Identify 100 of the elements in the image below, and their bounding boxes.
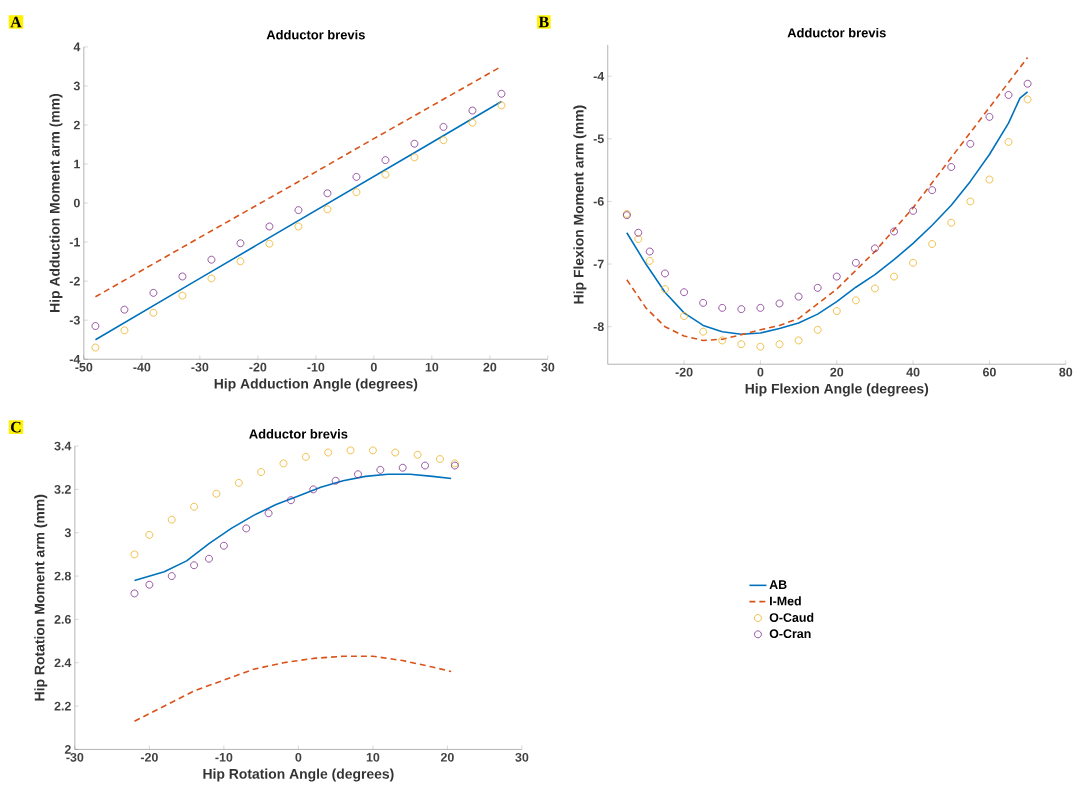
x-tick-label: 0: [295, 752, 302, 762]
x-tick-label: -10: [307, 362, 325, 372]
point: [832, 272, 841, 281]
y-tick-label: -8: [593, 322, 604, 331]
point: [851, 258, 860, 267]
x-tick-label: -20: [675, 367, 693, 377]
x-tick-label: 20: [483, 362, 497, 372]
point: [120, 305, 129, 314]
y-tick-label: -2: [69, 276, 80, 286]
x-axis-title: Hip Flexion Angle (degrees): [745, 383, 929, 397]
point: [661, 269, 669, 278]
point: [309, 485, 318, 494]
y-tick-label: 2.4: [54, 658, 72, 667]
point: [190, 561, 198, 569]
point: [947, 218, 956, 227]
point: [699, 298, 708, 307]
point: [178, 272, 187, 281]
point: [794, 292, 803, 301]
y-tick-label: 2.8: [54, 571, 71, 581]
point: [331, 476, 340, 485]
point: [718, 336, 727, 345]
x-tick-label: -50: [75, 362, 93, 372]
point: [234, 478, 243, 487]
point: [661, 285, 669, 293]
point: [207, 274, 216, 283]
point: [775, 299, 784, 308]
point: [985, 175, 994, 184]
y-tick-label: 3: [64, 528, 71, 537]
point: [391, 448, 400, 457]
point: [775, 340, 784, 348]
point: [813, 283, 822, 292]
point: [236, 239, 245, 248]
text: B: [538, 16, 549, 28]
y-axis-title: Hip Flexion Moment arm (mm): [573, 105, 587, 304]
y-tick-label: 3.2: [54, 484, 71, 494]
x-tick-label: -30: [66, 752, 84, 762]
line-series: [133, 473, 452, 582]
point: [890, 272, 898, 281]
point: [871, 244, 879, 253]
x-tick-label: 20: [440, 752, 454, 762]
point: [167, 572, 176, 580]
y-tick-label: 0: [73, 198, 80, 208]
y-tick-label: 2: [73, 120, 80, 130]
point: [718, 303, 727, 312]
point: [294, 222, 303, 231]
point: [287, 496, 295, 504]
point: [832, 306, 841, 315]
point: [737, 305, 746, 313]
x-tick-label: 30: [515, 752, 529, 762]
point: [737, 340, 746, 348]
y-tick-label: 1: [74, 159, 80, 169]
y-tick-label: 2.6: [54, 614, 71, 624]
point: [871, 284, 879, 293]
point: [167, 515, 176, 524]
point: [346, 446, 355, 455]
x-tick-label: 60: [982, 367, 996, 377]
y-tick-label: 4: [73, 42, 81, 52]
legend-label: I-Med: [770, 596, 801, 606]
legend-label: O-Caud: [769, 612, 814, 622]
point: [219, 541, 228, 550]
point: [190, 502, 198, 511]
point: [439, 136, 448, 144]
point: [178, 291, 187, 300]
y-axis-title: Hip Adduction Moment arm (mm): [49, 93, 63, 312]
point: [436, 455, 444, 463]
point: [497, 89, 506, 98]
point: [966, 197, 975, 206]
point: [91, 343, 100, 352]
point: [369, 446, 377, 455]
point: [909, 206, 917, 215]
x-tick-label: -30: [191, 362, 209, 372]
point: [794, 336, 803, 345]
point: [909, 258, 917, 267]
point: [324, 448, 333, 457]
point: [421, 461, 429, 470]
y-tick-label: -7: [593, 259, 604, 269]
point: [352, 172, 361, 181]
x-tick-label: -20: [140, 752, 158, 762]
point: [928, 186, 937, 194]
point: [468, 106, 477, 115]
point: [205, 554, 213, 563]
point: [264, 509, 273, 517]
chart-title: Adductor brevis: [266, 29, 365, 40]
legend-label: AB: [769, 580, 787, 589]
x-tick-label: -10: [215, 752, 233, 762]
x-tick-label: 20: [830, 367, 844, 377]
point: [1004, 90, 1013, 99]
point: [130, 589, 139, 598]
point: [851, 296, 860, 305]
y-tick-label: -6: [593, 196, 604, 206]
point: [645, 247, 654, 256]
point: [265, 239, 274, 248]
y-tick-label: 3: [73, 81, 80, 91]
point: [497, 101, 506, 110]
y-tick-label: 2.2: [54, 701, 71, 711]
point: [294, 206, 303, 214]
point: [1023, 79, 1032, 88]
point: [756, 342, 765, 351]
x-tick-label: 0: [757, 367, 764, 377]
point: [207, 255, 216, 264]
